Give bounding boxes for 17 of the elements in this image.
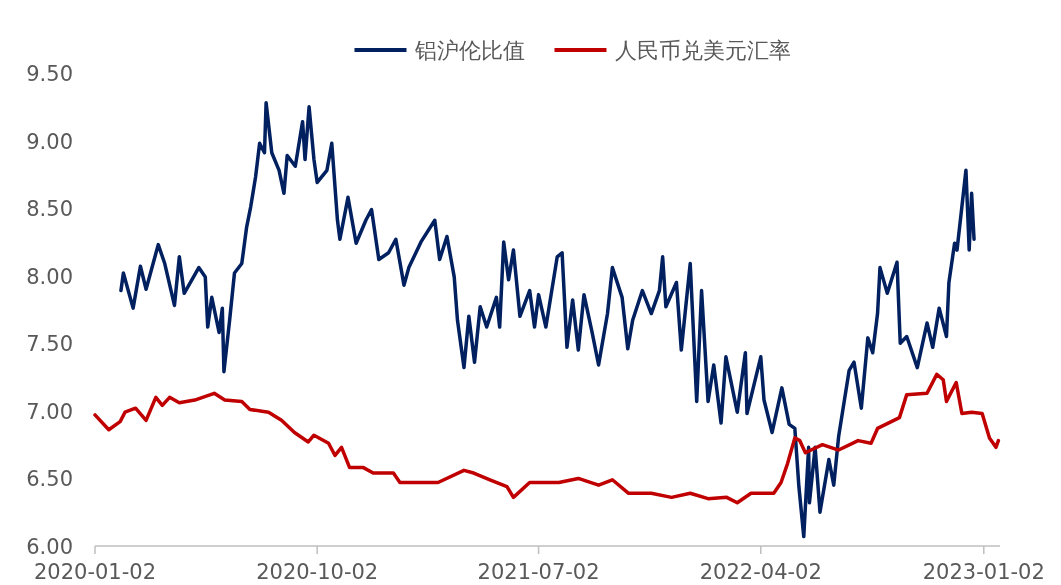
- x-tick-label: 2022-04-02: [699, 560, 822, 584]
- y-tick-label: 7.00: [26, 399, 73, 424]
- y-tick-label: 9.00: [26, 129, 73, 154]
- y-tick-label: 6.00: [26, 535, 73, 559]
- y-tick-label: 7.50: [26, 332, 73, 357]
- y-tick-label: 8.00: [26, 264, 73, 289]
- y-tick-label: 8.50: [26, 197, 73, 222]
- x-tick-label: 2020-01-02: [33, 560, 157, 584]
- y-tick-label: 9.50: [26, 62, 73, 86]
- line-series: [93, 372, 1001, 505]
- line-series: [119, 100, 976, 539]
- legend-label: 铝沪伦比值: [413, 38, 525, 63]
- y-tick-label: 6.50: [26, 467, 73, 492]
- legend-label: 人民币兑美元汇率: [614, 38, 791, 63]
- x-tick-label: 2020-10-02: [256, 560, 379, 584]
- x-tick-label: 2023-01-02: [922, 560, 1045, 584]
- x-tick-label: 2021-07-02: [477, 560, 600, 584]
